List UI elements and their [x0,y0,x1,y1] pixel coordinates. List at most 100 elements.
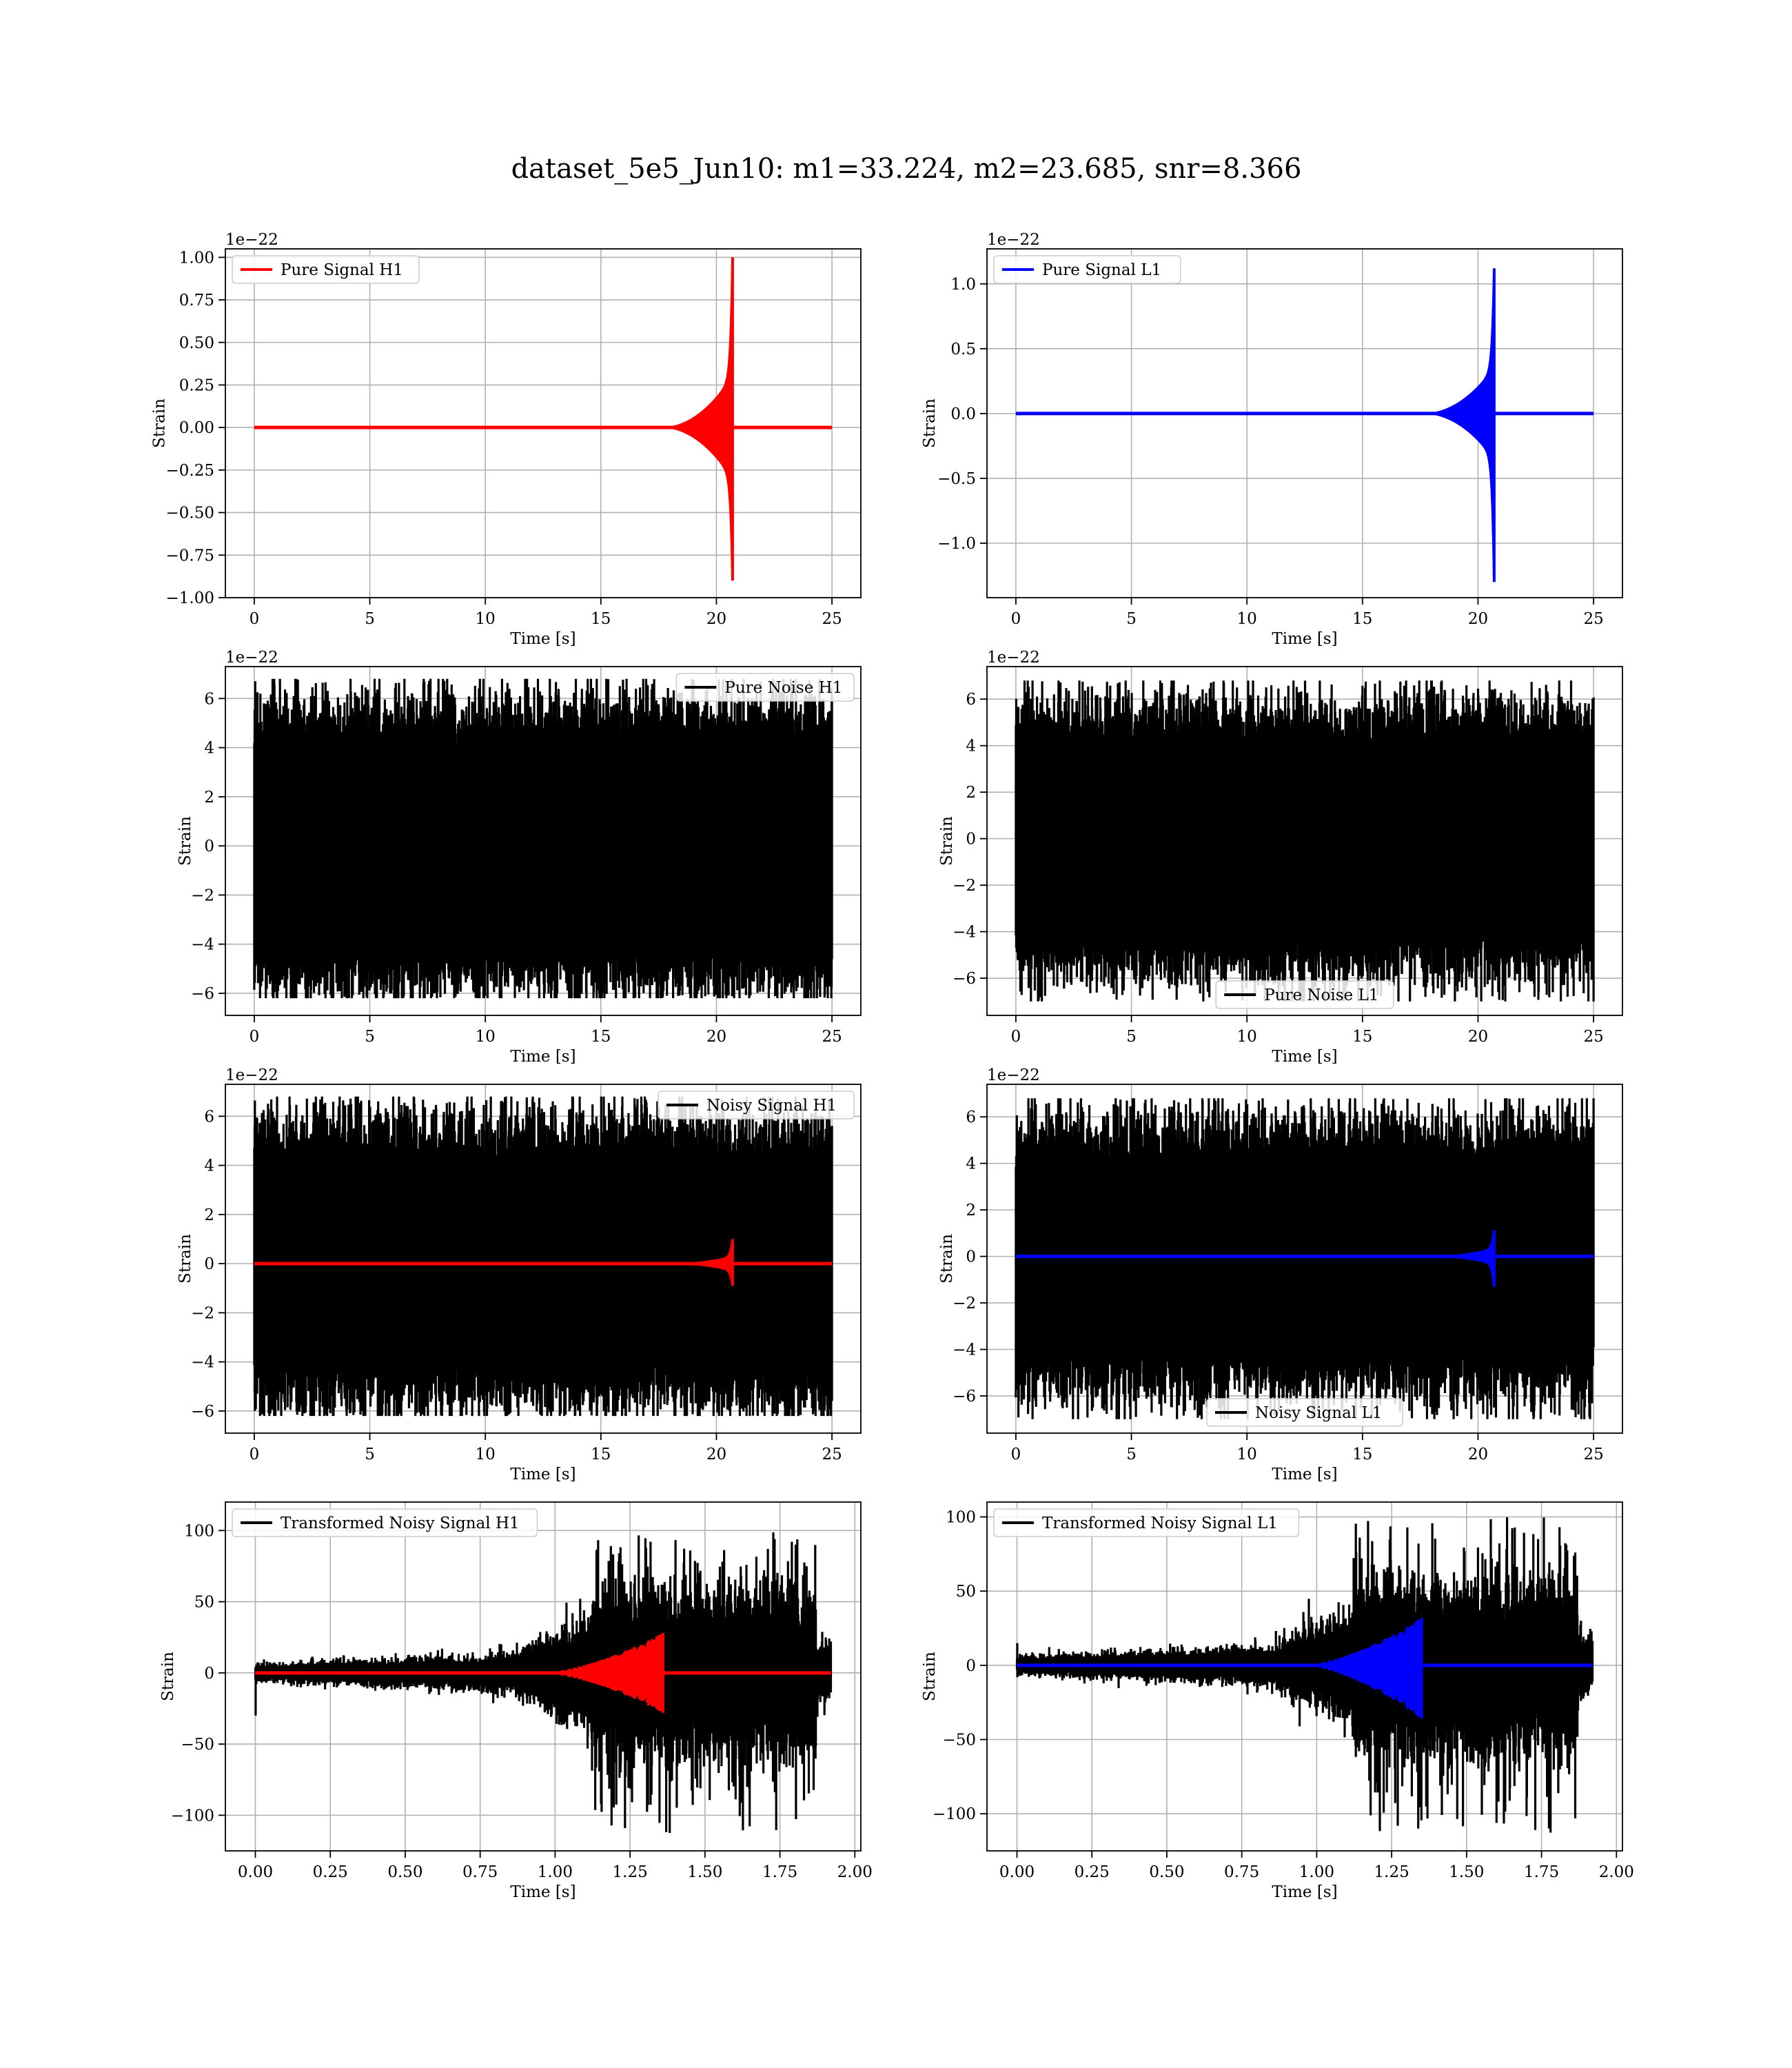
x-tick-label: 5 [1126,1028,1137,1046]
y-tick: 4 [204,1157,225,1175]
x-tick: 15 [1352,598,1372,628]
plot-area [1015,1517,1594,1833]
x-tick-label: 15 [591,1028,611,1046]
y-tick: −6 [191,1403,225,1421]
y-tick-label: −50 [942,1732,976,1750]
x-tick-label: 1.75 [762,1863,797,1881]
y-tick-label: 4 [204,740,214,758]
x-tick: 20 [1468,1433,1488,1463]
x-axis-label: Time [s] [510,630,576,648]
x-tick-label: 0.00 [999,1863,1035,1881]
y-axis-label: Strain [159,1652,177,1701]
x-axis-label: Time [s] [1272,1466,1337,1483]
y-tick-label: −6 [953,1388,976,1406]
x-tick-label: 20 [1468,610,1488,628]
chirp-signal-trace [540,1633,664,1713]
x-tick: 0.75 [1224,1851,1259,1881]
y-tick: 0 [966,831,987,849]
y-axis-label: Strain [938,816,956,866]
y-tick: 4 [966,1155,987,1173]
x-tick-label: 1.75 [1524,1863,1559,1881]
legend-box [658,1091,855,1119]
y-tick: −6 [191,985,225,1003]
x-tick-label: 2.00 [1599,1863,1634,1881]
y-tick: 0.75 [179,292,225,310]
y-tick: −0.25 [166,462,225,480]
axes-frame [986,1501,1623,1852]
x-tick-label: 1.00 [538,1863,573,1881]
plot-area [1015,268,1594,582]
y-tick-label: 0.00 [179,419,214,437]
y-tick-label: −0.75 [166,547,214,565]
x-tick-label: 5 [365,610,375,628]
y-tick-label: 0.5 [950,341,976,358]
y-axis-label: Strain [938,1234,956,1284]
y-tick-label: 0 [204,1665,214,1683]
x-tick: 15 [591,598,611,628]
plot-area [254,257,833,581]
y-tick: 0.50 [179,334,225,352]
x-tick: 10 [476,598,496,628]
legend: Noisy Signal H1 [658,1091,855,1119]
x-axis-label: Time [s] [1272,630,1337,648]
y-tick-label: −4 [953,1341,976,1359]
x-tick: 0.50 [387,1851,423,1881]
axes-frame [225,1501,862,1852]
x-tick-label: 25 [822,610,842,628]
x-tick: 0 [1011,1433,1021,1463]
x-tick-label: 10 [476,1028,496,1046]
x-tick: 15 [1352,1433,1372,1463]
y-tick-label: 4 [204,1157,214,1175]
x-tick-label: 25 [1583,610,1603,628]
whitened-trace [254,1532,833,1833]
x-tick: 5 [365,598,375,628]
x-tick: 15 [1352,1015,1372,1046]
y-tick-label: 4 [966,738,976,756]
y-tick-label: −1.00 [166,589,214,607]
axes-frame [225,666,862,1016]
y-tick-label: 4 [966,1155,976,1173]
y-tick: 100 [184,1522,225,1540]
y-tick-label: −50 [181,1736,214,1754]
x-tick: 0 [1011,598,1021,628]
x-tick-label: 1.00 [1299,1863,1334,1881]
x-tick-label: 0 [250,1028,260,1046]
x-tick-label: 0 [1011,610,1021,628]
x-tick-label: 1.25 [1374,1863,1409,1881]
x-tick-label: 0 [250,1446,260,1463]
x-tick: 10 [476,1433,496,1463]
chart-panel: 0 5 10 15 20 25 −6 −4 −2 0 2 4 6 Time [s] Strain 1e−22 P… [938,649,1623,1066]
y-tick: −2 [953,1295,987,1312]
y-tick-label: −0.50 [166,505,214,523]
y-tick-label: 0 [204,838,214,855]
legend-label: Pure Signal H1 [281,261,403,279]
y-tick: 0.0 [950,405,987,423]
x-tick-label: 0.50 [387,1863,422,1881]
legend-label: Transformed Noisy Signal H1 [281,1514,520,1532]
y-axis-label: Strain [921,1652,939,1701]
y-tick-label: 2 [966,1202,976,1219]
y-axis-label: Strain [151,398,169,448]
y-tick-label: −1.0 [937,535,976,553]
y-tick-label: 50 [194,1594,214,1612]
y-tick: 1.00 [179,249,225,267]
x-tick-label: 10 [1237,1028,1257,1046]
x-tick: 0 [250,1015,260,1046]
legend-box [232,1508,538,1537]
y-tick: 4 [966,738,987,756]
grid [225,249,861,598]
x-tick: 10 [1237,1433,1257,1463]
x-tick-label: 0.50 [1149,1863,1184,1881]
y-tick: −4 [191,936,225,954]
y-tick: 2 [966,1202,987,1219]
x-tick: 20 [706,598,726,628]
x-tick: 25 [822,1015,842,1046]
grid [987,249,1622,598]
axes-frame [986,1084,1623,1434]
axis-offset-text: 1e−22 [987,1066,1040,1084]
y-tick-label: −2 [191,1304,214,1322]
y-tick-label: 1.00 [179,249,214,267]
y-tick-label: 0 [966,831,976,849]
x-tick-label: 25 [1583,1446,1603,1463]
y-tick-label: 6 [966,1108,976,1126]
